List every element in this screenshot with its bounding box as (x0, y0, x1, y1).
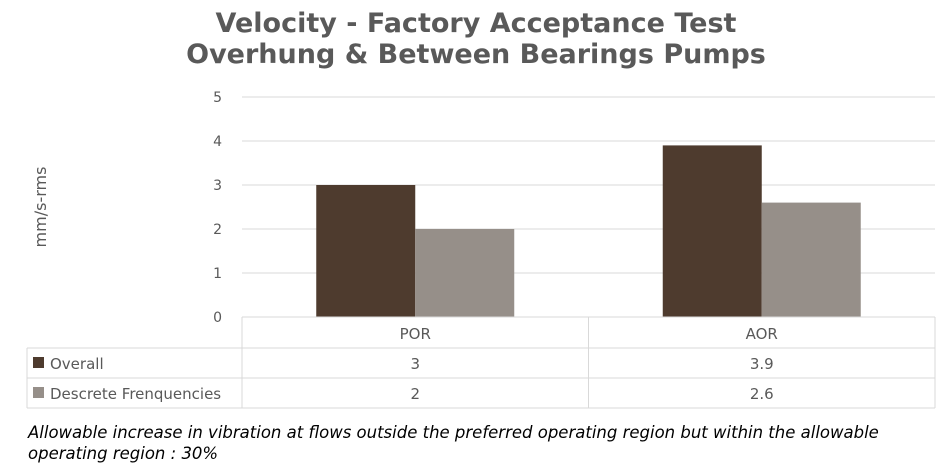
y-tick-label: 3 (213, 178, 222, 194)
chart-title-block: Velocity - Factory Acceptance Test Overh… (0, 8, 945, 70)
y-axis: 0 1 2 3 4 5 (213, 90, 222, 326)
y-tick-label: 2 (213, 222, 222, 238)
bar-overall-aor (662, 145, 762, 317)
x-tick-label: POR (400, 325, 431, 343)
data-label: 2.6 (750, 385, 774, 403)
bar-overall-por (316, 185, 416, 317)
legend-label: Descrete Frenquencies (50, 385, 221, 403)
data-table: POR AOR Overall 3 3.9 Descrete Frenquencies 2 2… (26, 316, 936, 409)
bar-chart: 0 1 2 3 4 5 POR AOR Overall 3 3.9 Descrete Frenque… (26, 90, 936, 409)
footnote: Allowable increase in vibration at flows… (28, 423, 879, 463)
y-tick-label: 5 (213, 90, 222, 106)
chart-subtitle: Overhung & Between Bearings Pumps (186, 39, 766, 70)
bar-descrete-frenquencies-aor (761, 202, 861, 317)
legend-label: Overall (50, 355, 104, 373)
legend-swatch (33, 387, 44, 398)
data-label: 3 (410, 355, 420, 373)
bars (316, 145, 861, 317)
legend-swatch (33, 357, 44, 368)
y-tick-label: 0 (213, 310, 222, 326)
data-label: 2 (410, 385, 420, 403)
bar-descrete-frenquencies-por (415, 229, 515, 317)
y-tick-label: 1 (213, 266, 222, 282)
y-axis-label: mm/s-rms (31, 167, 50, 248)
chart-title: Velocity - Factory Acceptance Test (215, 8, 737, 39)
x-tick-label: AOR (746, 325, 778, 343)
y-tick-label: 4 (213, 134, 222, 150)
data-label: 3.9 (750, 355, 774, 373)
